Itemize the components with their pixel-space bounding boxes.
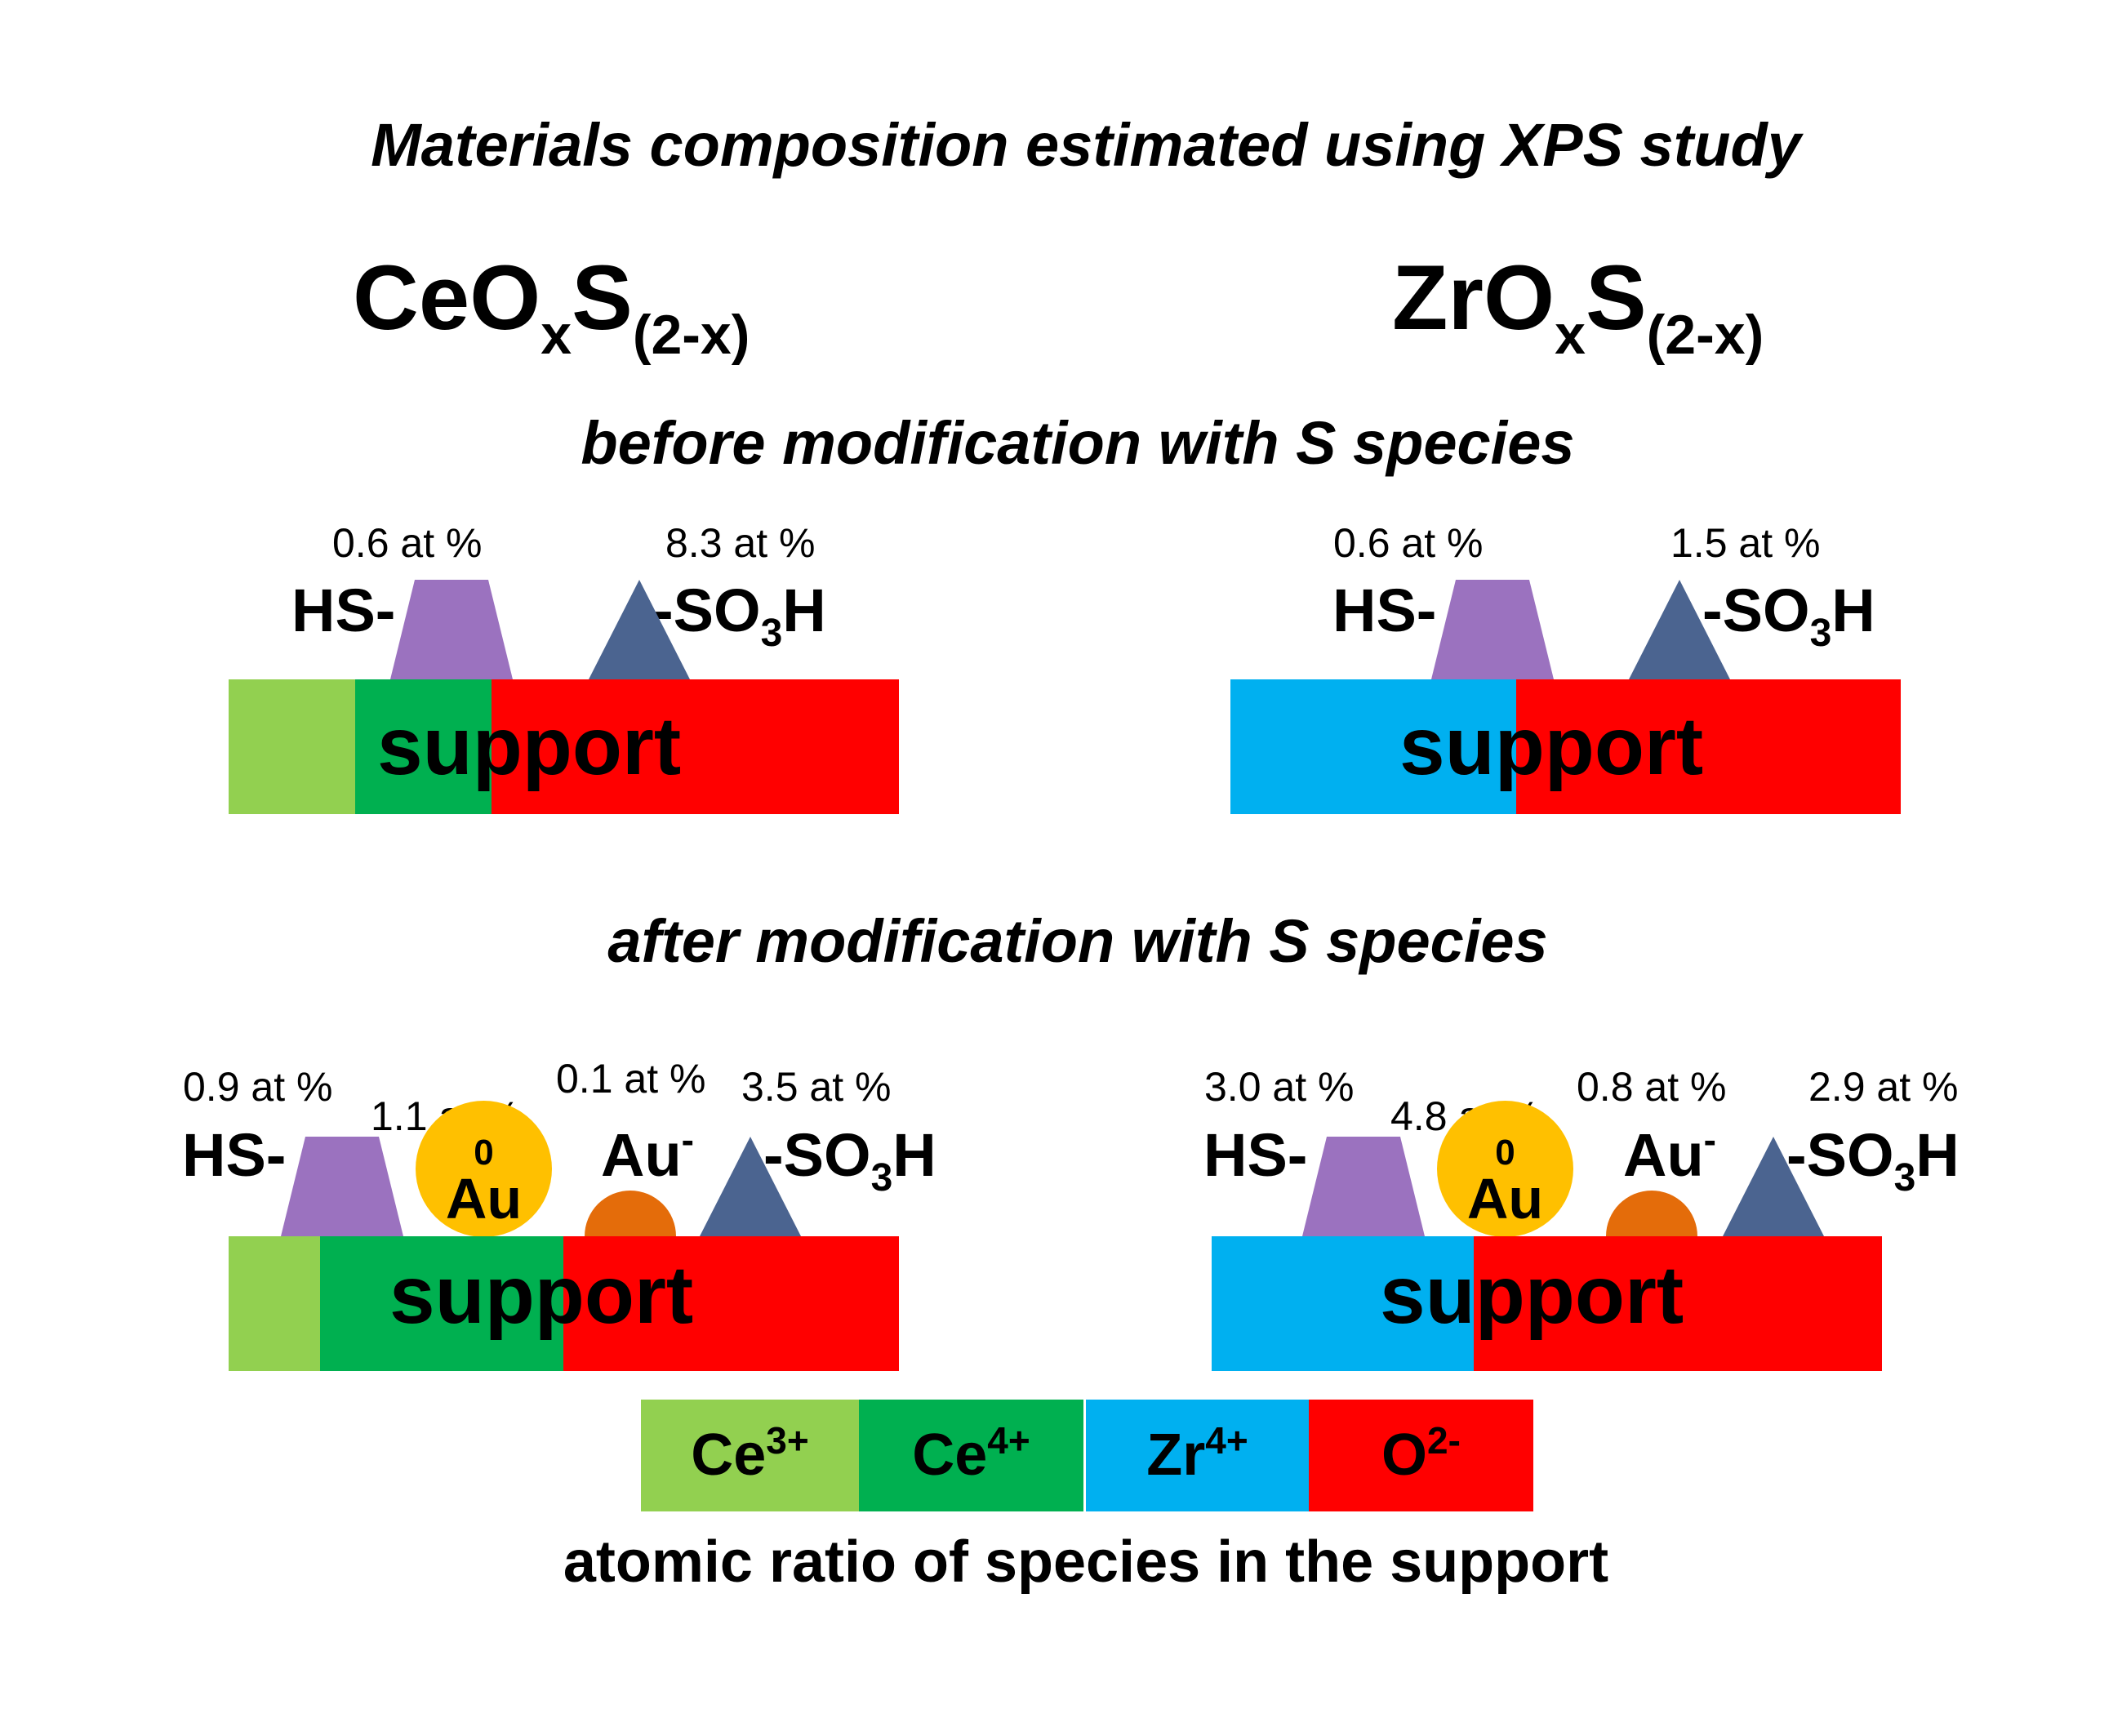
so3h-label: -SO3H bbox=[763, 1120, 936, 1200]
so3h-subscript: 3 bbox=[870, 1156, 893, 1200]
formula-ceo: CeOxS(2-x) bbox=[353, 245, 750, 366]
ce3-segment bbox=[229, 1236, 320, 1371]
ce4-segment bbox=[355, 679, 492, 814]
formula-zro: ZrOxS(2-x) bbox=[1392, 245, 1764, 366]
formula-subscript: (2-x) bbox=[632, 304, 750, 366]
au-text: Au bbox=[601, 1121, 682, 1189]
legend-ion: Zr bbox=[1146, 1422, 1206, 1488]
so3h-text: -SO bbox=[1786, 1121, 1894, 1189]
au0-circle-shape: Au 0 bbox=[1437, 1101, 1573, 1237]
so3h-label: -SO3H bbox=[653, 576, 826, 655]
hs-percent: 0.6 at % bbox=[1333, 520, 1484, 566]
au-charge: - bbox=[681, 1119, 694, 1161]
au-minus-label: Au- bbox=[1623, 1119, 1716, 1190]
au-minus-percent: 0.8 at % bbox=[1577, 1064, 1727, 1110]
hs-percent: 0.6 at % bbox=[332, 520, 483, 566]
legend-ce3: Ce3+ bbox=[641, 1400, 859, 1511]
ce4-segment bbox=[320, 1236, 563, 1371]
legend-zr4: Zr4+ bbox=[1086, 1400, 1309, 1511]
support-bar-zro-before: support bbox=[1230, 679, 1901, 814]
so3h-percent: 1.5 at % bbox=[1670, 520, 1821, 566]
hs-percent: 3.0 at % bbox=[1204, 1064, 1355, 1110]
au-text: Au bbox=[1623, 1121, 1704, 1189]
hs-percent: 0.9 at % bbox=[183, 1064, 333, 1110]
formula-base: ZrO bbox=[1392, 247, 1555, 349]
support-bar-ceo-before: support bbox=[229, 679, 899, 814]
au0-circle-shape: Au 0 bbox=[416, 1101, 552, 1237]
o2-segment bbox=[492, 679, 899, 814]
formula-s: S bbox=[1585, 247, 1647, 349]
formula-x-subscript: x bbox=[1555, 304, 1586, 366]
au0-label: Au 0 bbox=[445, 1133, 523, 1231]
so3h-percent: 8.3 at % bbox=[665, 520, 816, 566]
hs-label: HS- bbox=[1332, 576, 1437, 644]
page-title: Materials composition estimated using XP… bbox=[371, 111, 1801, 179]
zr4-segment bbox=[1230, 679, 1516, 814]
legend-ce4: Ce4+ bbox=[859, 1400, 1083, 1511]
so3h-subscript: 3 bbox=[760, 612, 783, 655]
so3h-percent: 3.5 at % bbox=[741, 1064, 892, 1110]
legend-charge: 3+ bbox=[766, 1419, 809, 1462]
so3h-label: -SO3H bbox=[1702, 576, 1875, 655]
au-minus-percent: 0.1 at % bbox=[556, 1056, 706, 1102]
au-minus-label: Au- bbox=[601, 1119, 694, 1190]
o2-segment bbox=[563, 1236, 899, 1371]
hs-trapezoid-shape bbox=[1302, 1137, 1425, 1236]
support-label: support bbox=[1380, 1249, 1684, 1341]
formula-s: S bbox=[572, 247, 633, 349]
formula-base: CeO bbox=[353, 247, 541, 349]
so3h-text-h: H bbox=[1915, 1121, 1960, 1189]
support-label: support bbox=[389, 1249, 694, 1341]
so3h-text: -SO bbox=[763, 1121, 871, 1189]
support-label: support bbox=[1399, 701, 1704, 792]
legend-ion: Ce bbox=[691, 1422, 767, 1488]
legend-caption: atomic ratio of species in the support bbox=[563, 1529, 1609, 1595]
legend-charge: 4+ bbox=[987, 1419, 1030, 1462]
hs-trapezoid-shape bbox=[390, 580, 513, 679]
so3h-text-h: H bbox=[782, 576, 826, 644]
legend-charge: 2- bbox=[1427, 1419, 1461, 1462]
legend-ion: Ce bbox=[912, 1422, 988, 1488]
au0-label: Au 0 bbox=[1466, 1133, 1544, 1231]
so3h-text: -SO bbox=[1702, 576, 1810, 644]
zr4-segment bbox=[1212, 1236, 1474, 1371]
o2-segment bbox=[1474, 1236, 1882, 1371]
hs-trapezoid-shape bbox=[281, 1137, 403, 1236]
legend-ion: O bbox=[1381, 1422, 1428, 1488]
so3h-subscript: 3 bbox=[1893, 1156, 1916, 1200]
so3h-percent: 2.9 at % bbox=[1808, 1064, 1959, 1110]
so3h-text-h: H bbox=[892, 1121, 936, 1189]
support-bar-ceo-after: support bbox=[229, 1236, 899, 1371]
hs-label: HS- bbox=[291, 576, 396, 644]
section-before-title: before modification with S species bbox=[581, 409, 1575, 477]
legend-charge: 4+ bbox=[1205, 1419, 1248, 1462]
hs-trapezoid-shape bbox=[1431, 580, 1554, 679]
legend-o2: O2- bbox=[1309, 1400, 1533, 1511]
so3h-subscript: 3 bbox=[1809, 612, 1832, 655]
section-after-title: after modification with S species bbox=[607, 907, 1548, 975]
ce3-segment bbox=[229, 679, 355, 814]
hs-label: HS- bbox=[1203, 1121, 1308, 1189]
o2-segment bbox=[1516, 679, 1901, 814]
so3h-text: -SO bbox=[653, 576, 761, 644]
so3h-text-h: H bbox=[1831, 576, 1875, 644]
so3h-label: -SO3H bbox=[1786, 1120, 1960, 1200]
support-label: support bbox=[377, 701, 682, 792]
formula-x-subscript: x bbox=[541, 304, 572, 366]
hs-label: HS- bbox=[182, 1121, 287, 1189]
support-bar-zro-after: support bbox=[1212, 1236, 1882, 1371]
formula-subscript: (2-x) bbox=[1646, 304, 1764, 366]
au-charge: - bbox=[1703, 1119, 1716, 1161]
